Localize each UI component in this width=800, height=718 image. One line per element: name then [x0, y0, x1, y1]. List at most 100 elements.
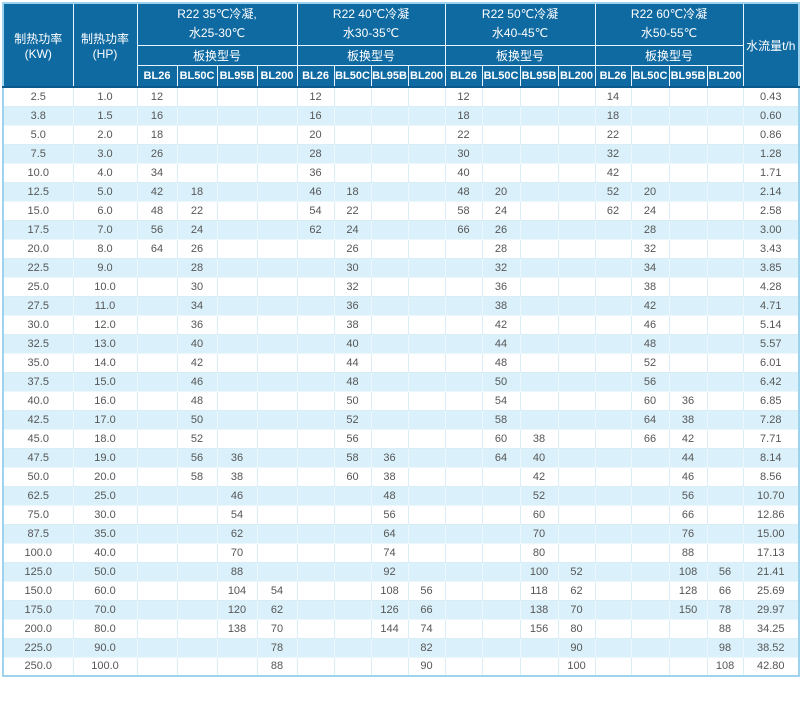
cell-plate-count: [706, 162, 744, 183]
cell-plate-count: [216, 219, 258, 240]
cell-plate-count: [444, 542, 483, 563]
model-col-bl26: BL26: [136, 64, 178, 88]
model-col-bl200: BL200: [557, 64, 596, 88]
cell-plate-count: [256, 447, 298, 468]
cell-plate-count: [407, 162, 446, 183]
cell-plate-count: [333, 485, 372, 506]
cell-power-kw: 125.0: [2, 561, 74, 582]
cell-plate-count: [594, 523, 632, 544]
cell-plate-count: [296, 276, 335, 297]
cell-plate-count: [557, 447, 596, 468]
cell-plate-count: [594, 428, 632, 449]
cell-plate-count: 48: [630, 333, 670, 354]
cell-plate-count: [519, 181, 559, 202]
cell-plate-count: 70: [557, 599, 596, 620]
model-col-bl200: BL200: [706, 64, 744, 88]
cell-plate-count: [630, 124, 670, 145]
cell-plate-count: 48: [333, 371, 372, 392]
cell-plate-count: [668, 219, 708, 240]
cell-plate-count: [216, 124, 258, 145]
cell-plate-count: [594, 580, 632, 601]
cell-plate-count: [216, 352, 258, 373]
cell-plate-count: [370, 238, 409, 259]
model-label-40c: 板换型号: [296, 44, 446, 66]
cell-plate-count: [557, 86, 596, 107]
cell-plate-count: 104: [216, 580, 258, 601]
cell-plate-count: 58: [444, 200, 483, 221]
cell-plate-count: [519, 390, 559, 411]
cell-plate-count: [668, 124, 708, 145]
cell-plate-count: [706, 447, 744, 468]
cell-plate-count: 22: [333, 200, 372, 221]
cell-plate-count: [256, 181, 298, 202]
temp-group-line1: R22 40℃冷凝: [332, 7, 410, 22]
cell-plate-count: [594, 219, 632, 240]
cell-plate-count: [557, 257, 596, 278]
cell-power-hp: 17.0: [72, 409, 138, 430]
cell-plate-count: [216, 143, 258, 164]
cell-plate-count: [630, 466, 670, 487]
cell-plate-count: [706, 333, 744, 354]
cell-plate-count: [407, 257, 446, 278]
cell-plate-count: [136, 276, 178, 297]
cell-plate-count: [216, 181, 258, 202]
cell-plate-count: [630, 447, 670, 468]
cell-plate-count: 128: [668, 580, 708, 601]
cell-plate-count: [296, 580, 335, 601]
cell-plate-count: [136, 485, 178, 506]
cell-plate-count: [296, 447, 335, 468]
header-row-model-label: 板换型号 板换型号 板换型号 板换型号: [3, 44, 799, 66]
cell-plate-count: 56: [370, 504, 409, 525]
cell-plate-count: [557, 352, 596, 373]
cell-plate-count: [519, 276, 559, 297]
cell-plate-count: [136, 580, 178, 601]
cell-water-flow: 4.28: [742, 276, 800, 297]
cell-plate-count: 58: [333, 447, 372, 468]
cell-plate-count: 30: [444, 143, 483, 164]
cell-plate-count: 88: [706, 618, 744, 639]
cell-plate-count: [594, 504, 632, 525]
table-row: 22.5 9.0 28 30 32 34 3.85: [2, 257, 800, 278]
cell-power-kw: 62.5: [2, 485, 74, 506]
cell-plate-count: 88: [216, 561, 258, 582]
cell-water-flow: 4.71: [742, 295, 800, 316]
cell-plate-count: 20: [630, 181, 670, 202]
cell-plate-count: [176, 523, 218, 544]
cell-plate-count: [444, 257, 483, 278]
cell-plate-count: 16: [136, 105, 178, 126]
cell-plate-count: [706, 219, 744, 240]
cell-plate-count: [481, 637, 521, 658]
cell-plate-count: 62: [216, 523, 258, 544]
cell-plate-count: 138: [216, 618, 258, 639]
table-row: 47.5 19.0 56 36 58 36 64 40 44 8.14: [2, 447, 800, 468]
cell-plate-count: [444, 599, 483, 620]
cell-plate-count: 18: [444, 105, 483, 126]
cell-water-flow: 38.52: [742, 637, 800, 658]
cell-plate-count: [481, 561, 521, 582]
cell-plate-count: [668, 143, 708, 164]
cell-plate-count: 80: [557, 618, 596, 639]
cell-plate-count: [256, 542, 298, 563]
cell-plate-count: [594, 352, 632, 373]
cell-plate-count: [136, 390, 178, 411]
cell-plate-count: [333, 599, 372, 620]
cell-plate-count: 42: [668, 428, 708, 449]
cell-power-kw: 22.5: [2, 257, 74, 278]
cell-water-flow: 0.43: [742, 86, 800, 107]
col-header-power-hp: 制热功率(HP): [72, 2, 138, 88]
temp-group-line2: 水40-45℃: [491, 26, 549, 41]
cell-power-kw: 50.0: [2, 466, 74, 487]
cell-plate-count: 52: [333, 409, 372, 430]
cell-plate-count: [296, 637, 335, 658]
cell-plate-count: 52: [519, 485, 559, 506]
table-row: 2.5 1.0 12 12 12 14 0.43: [2, 86, 800, 107]
cell-plate-count: [557, 371, 596, 392]
cell-plate-count: 144: [370, 618, 409, 639]
cell-plate-count: 52: [557, 561, 596, 582]
cell-plate-count: 126: [370, 599, 409, 620]
cell-plate-count: [668, 257, 708, 278]
cell-power-kw: 47.5: [2, 447, 74, 468]
cell-power-hp: 80.0: [72, 618, 138, 639]
cell-plate-count: [668, 238, 708, 259]
